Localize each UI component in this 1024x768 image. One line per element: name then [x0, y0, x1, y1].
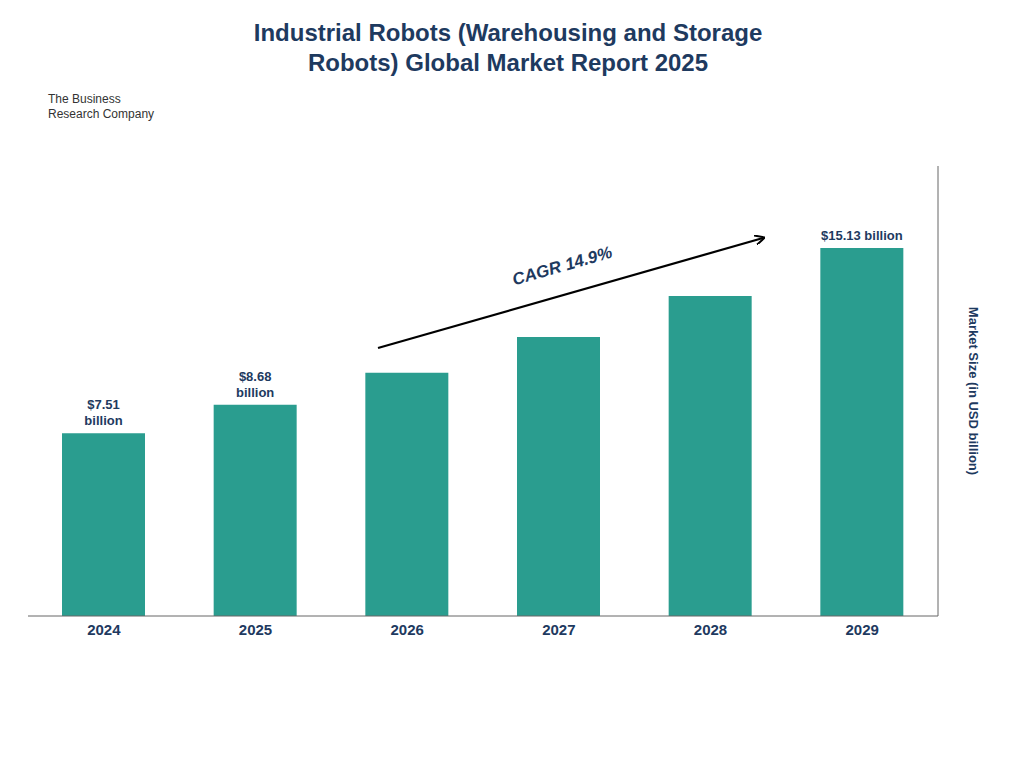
svg-text:2027: 2027	[542, 621, 575, 638]
svg-text:Market Size (in USD billion): Market Size (in USD billion)	[966, 307, 981, 475]
svg-text:CAGR 14.9%: CAGR 14.9%	[510, 243, 614, 290]
html-text:The Business Research Company: The Business Research Company	[48, 92, 155, 121]
svg-text:2025: 2025	[239, 621, 272, 638]
svg-text:2028: 2028	[694, 621, 727, 638]
svg-text:2024: 2024	[87, 621, 121, 638]
svg-text:$7.51billion: $7.51billion	[84, 397, 122, 428]
svg-text:$15.13 billion: $15.13 billion	[821, 228, 903, 243]
html-text:Industrial Robots (Warehousing: Industrial Robots (Warehousing and Stora…	[253, 19, 763, 46]
html-text:Robots) Global Market Report 2: Robots) Global Market Report 2025	[308, 49, 708, 76]
svg-text:$8.68billion: $8.68billion	[236, 369, 274, 400]
svg-text:2029: 2029	[845, 621, 878, 638]
svg-text:2026: 2026	[390, 621, 423, 638]
